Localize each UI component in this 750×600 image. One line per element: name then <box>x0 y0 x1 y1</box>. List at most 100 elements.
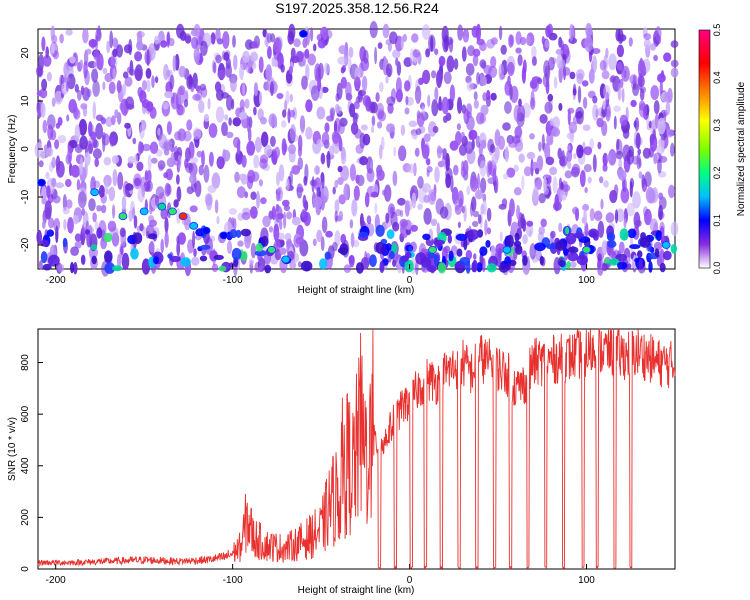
heatmap-peak <box>219 231 229 240</box>
heatmap-cell <box>382 189 387 196</box>
heatmap-cell <box>36 90 43 97</box>
heatmap-cell <box>198 100 205 113</box>
heatmap-peak <box>281 255 291 264</box>
heatmap-y-ticks: -20 -10 0 10 20 <box>20 47 43 252</box>
heatmap-cell <box>80 232 85 244</box>
heatmap-cell <box>340 76 347 89</box>
heatmap-cell <box>260 235 269 247</box>
heatmap-cell <box>615 253 628 262</box>
heatmap-cell <box>51 97 56 107</box>
heatmap-cell <box>411 33 419 43</box>
heatmap-cell <box>273 223 280 242</box>
heatmap-cell <box>480 177 487 194</box>
heatmap-cell <box>169 74 175 90</box>
heatmap-cell <box>134 51 143 62</box>
heatmap-cell <box>549 166 558 176</box>
heatmap-cell <box>185 147 191 162</box>
heatmap-cell <box>124 76 133 87</box>
heatmap-cell <box>250 242 257 259</box>
heatmap-cell <box>121 196 127 210</box>
x-tick-label: -100 <box>223 575 243 586</box>
heatmap-cell <box>489 144 496 154</box>
heatmap-cell <box>422 183 431 193</box>
heatmap-cell <box>558 102 563 111</box>
y-tick-label: 800 <box>20 354 31 371</box>
heatmap-cell <box>417 203 423 210</box>
heatmap-cell <box>658 192 664 200</box>
heatmap-cell <box>567 107 575 114</box>
heatmap-cell <box>653 100 660 115</box>
heatmap-cell <box>481 76 487 86</box>
heatmap-cell <box>589 208 595 222</box>
heatmap-cell <box>48 254 60 267</box>
heatmap-cell <box>616 61 623 71</box>
heatmap-cell <box>395 209 402 217</box>
heatmap-cell <box>426 265 437 273</box>
heatmap-cell <box>547 93 554 102</box>
heatmap-cell <box>95 114 104 122</box>
heatmap-cell <box>117 171 124 190</box>
heatmap-cell <box>620 187 630 204</box>
heatmap-cell <box>548 32 558 41</box>
heatmap-cell <box>480 139 487 149</box>
snr-series-line <box>37 328 676 571</box>
heatmap-cell <box>80 254 86 265</box>
heatmap-cell <box>136 40 144 51</box>
heatmap-cell <box>386 96 396 106</box>
heatmap-cell <box>237 240 244 247</box>
heatmap-cell <box>234 171 240 183</box>
heatmap-peak <box>428 245 437 254</box>
heatmap-cell <box>370 191 378 198</box>
heatmap-cell <box>312 238 317 247</box>
heatmap-cell <box>313 43 317 52</box>
heatmap-cell <box>215 28 221 42</box>
heatmap-cell <box>193 23 201 38</box>
heatmap-cell <box>650 85 660 101</box>
heatmap-cell <box>225 131 234 139</box>
heatmap-cell <box>88 121 93 137</box>
y-tick-label: 600 <box>20 405 31 422</box>
heatmap-cell <box>242 82 246 97</box>
heatmap-cell <box>258 265 263 273</box>
heatmap-cell <box>603 84 611 101</box>
heatmap-cell <box>300 260 313 272</box>
heatmap-cell <box>657 73 666 83</box>
heatmap-cell <box>439 206 449 219</box>
heatmap-cell <box>240 228 251 237</box>
heatmap-cell <box>602 100 606 110</box>
heatmap-cell <box>534 242 546 252</box>
heatmap-cell <box>415 128 422 136</box>
heatmap-cell <box>128 39 133 56</box>
heatmap-cell <box>397 197 406 206</box>
heatmap-cell <box>103 156 112 166</box>
heatmap-cell <box>329 107 336 118</box>
heatmap-cell <box>216 215 220 225</box>
heatmap-cell <box>583 164 592 173</box>
heatmap-cell <box>366 215 372 225</box>
heatmap-cell <box>91 68 99 83</box>
heatmap-cell <box>369 21 378 39</box>
heatmap-cell <box>46 185 51 199</box>
heatmap-cell <box>358 231 369 238</box>
heatmap-cell <box>438 55 446 67</box>
heatmap-cell <box>132 207 136 219</box>
heatmap-cell <box>566 261 571 269</box>
heatmap-cell <box>475 189 483 200</box>
heatmap-cell <box>266 32 272 44</box>
x-tick-label: 0 <box>407 575 413 586</box>
heatmap-cell <box>74 233 82 242</box>
heatmap-cell <box>448 250 454 262</box>
heatmap-cell <box>276 92 284 100</box>
heatmap-cell <box>490 245 496 258</box>
heatmap-cell <box>191 256 200 266</box>
heatmap-cell <box>597 220 605 238</box>
heatmap-cell <box>603 180 609 188</box>
heatmap-cell <box>508 141 517 148</box>
heatmap-cell <box>186 119 193 131</box>
heatmap-cell <box>108 81 116 94</box>
heatmap-cell <box>506 167 516 178</box>
heatmap-cell <box>545 156 555 166</box>
heatmap-cell <box>236 186 246 199</box>
heatmap-cell <box>405 95 409 106</box>
heatmap-cell <box>465 250 473 260</box>
